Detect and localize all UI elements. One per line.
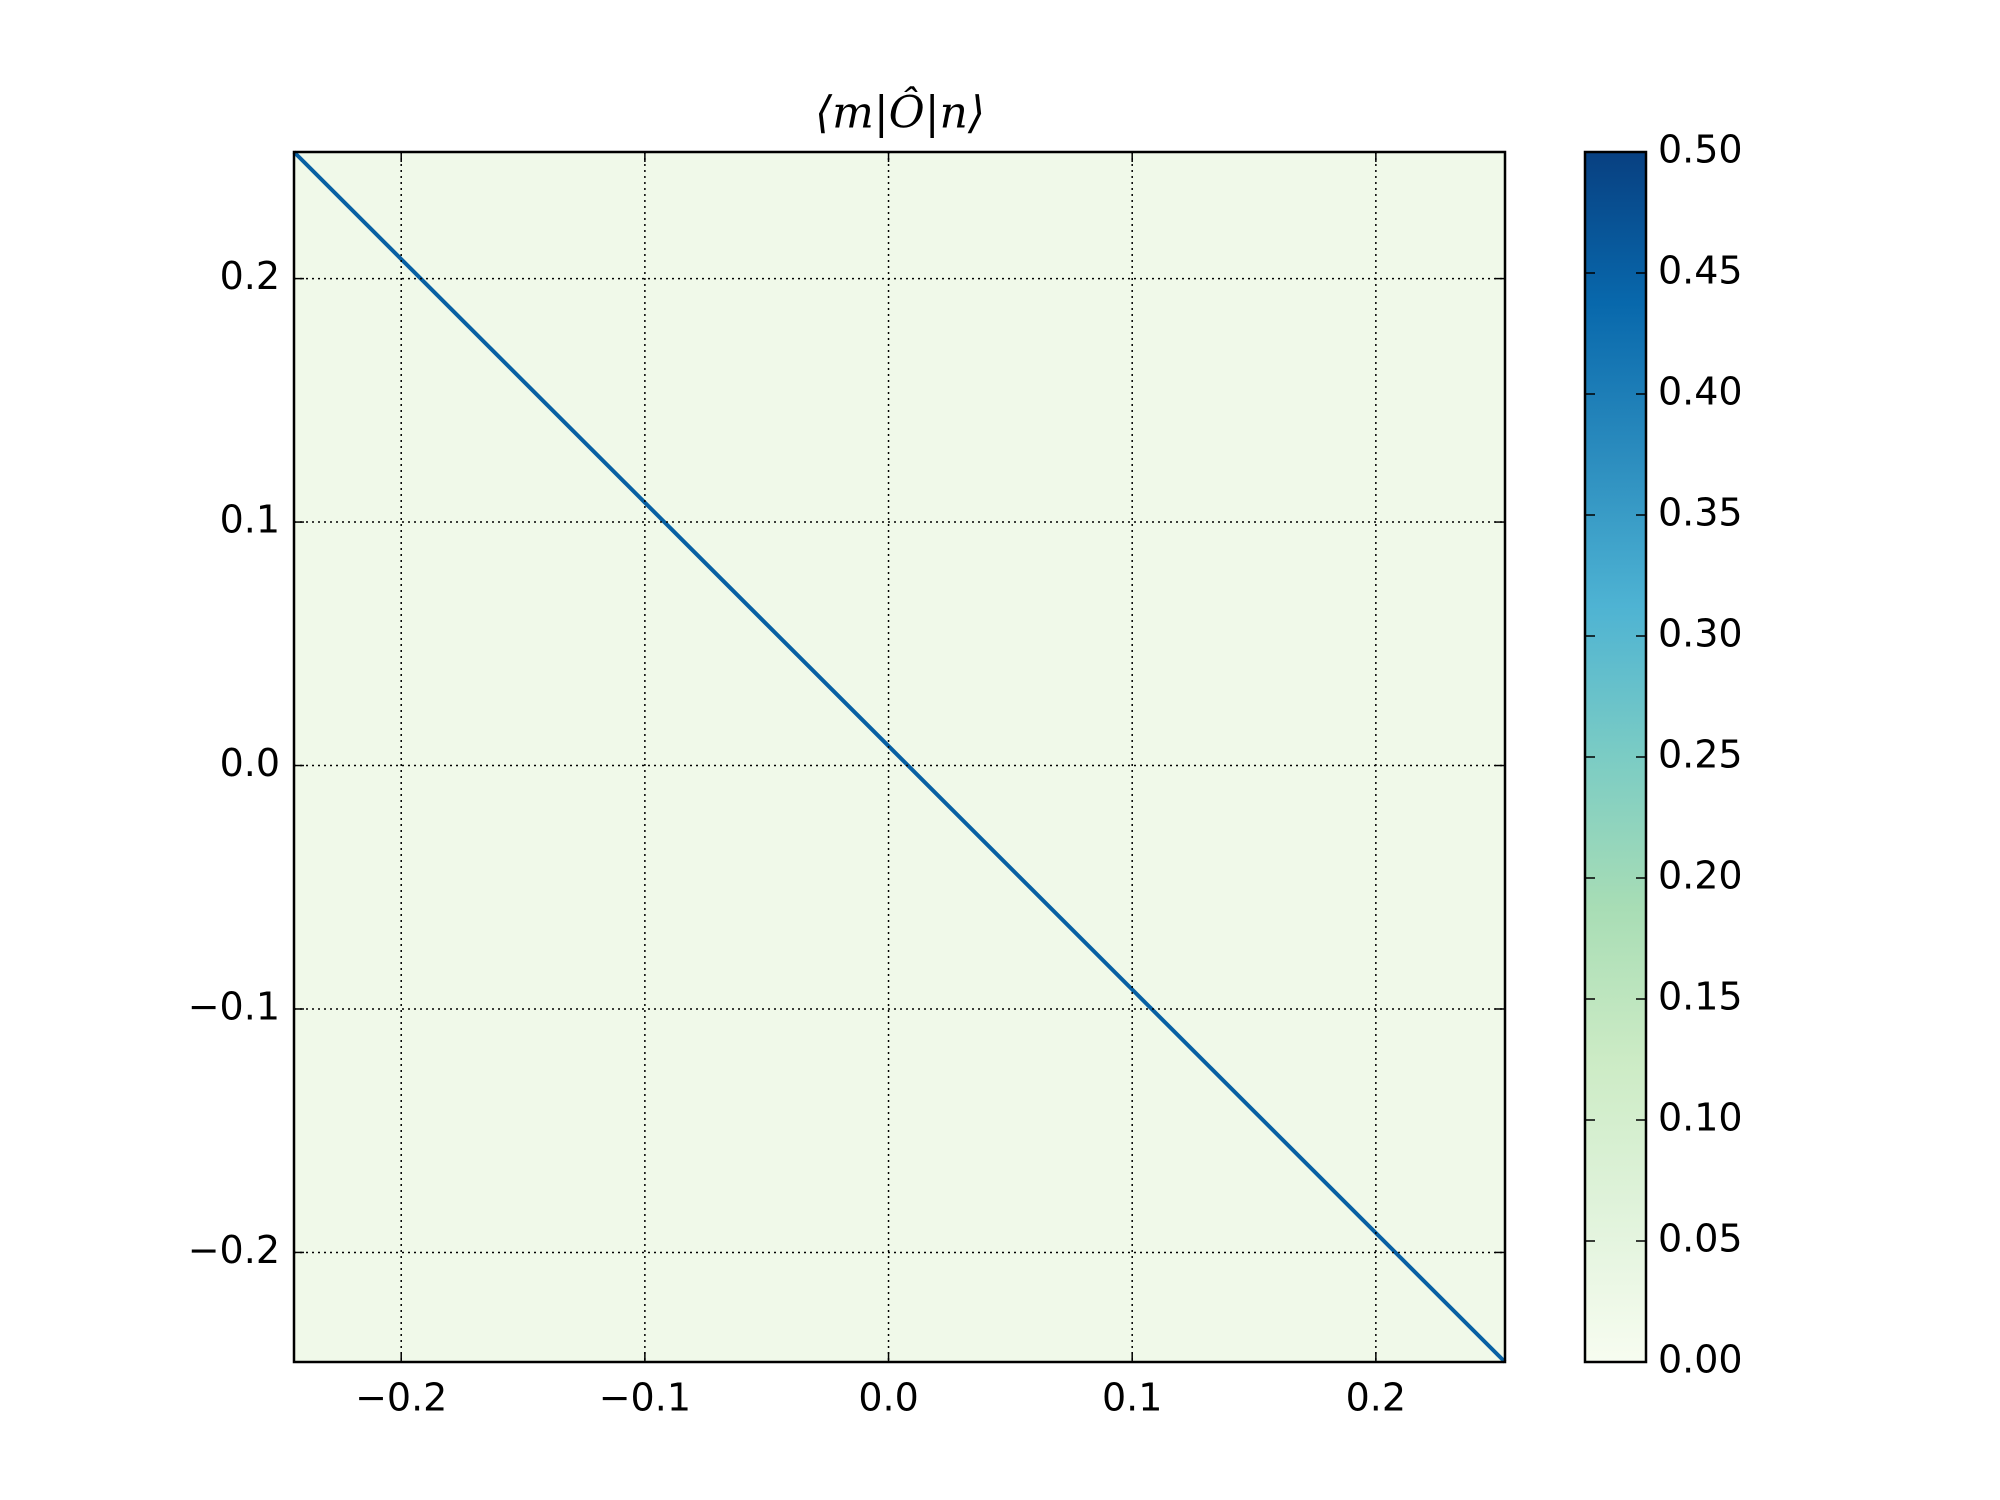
y-tick-label: −0.2	[188, 1228, 280, 1272]
y-tick-label: 0.2	[220, 254, 280, 298]
x-tick-label: 0.0	[858, 1376, 918, 1420]
y-tick-label: 0.0	[220, 741, 280, 785]
colorbar-tick-label: 0.10	[1658, 1096, 1743, 1140]
chart-title: ⟨m|Ô|n⟩	[815, 86, 985, 139]
plot-frame	[292, 150, 1507, 1364]
y-tick-label: 0.1	[220, 498, 280, 542]
colorbar-tick-label: 0.25	[1658, 733, 1743, 777]
x-tick-label: 0.1	[1102, 1376, 1162, 1420]
colorbar-tick-label: 0.05	[1658, 1217, 1743, 1261]
x-tick-label: −0.1	[599, 1376, 691, 1420]
heatmap-diagonal	[292, 150, 1507, 1364]
x-tick-label: 0.2	[1346, 1376, 1406, 1420]
colorbar-tick-label: 0.50	[1658, 128, 1743, 172]
colorbar-tick-label: 0.15	[1658, 975, 1743, 1019]
colorbar-tick-label: 0.20	[1658, 854, 1743, 898]
x-tick-label: −0.2	[355, 1376, 447, 1420]
colorbar-tick-label: 0.30	[1658, 612, 1743, 656]
colorbar	[1583, 150, 1648, 1364]
colorbar-tick-label: 0.45	[1658, 249, 1743, 293]
colorbar-tick-label: 0.40	[1658, 370, 1743, 414]
y-tick-label: −0.1	[188, 984, 280, 1028]
colorbar-tick-label: 0.35	[1658, 491, 1743, 535]
colorbar-tick-label: 0.00	[1658, 1338, 1743, 1382]
